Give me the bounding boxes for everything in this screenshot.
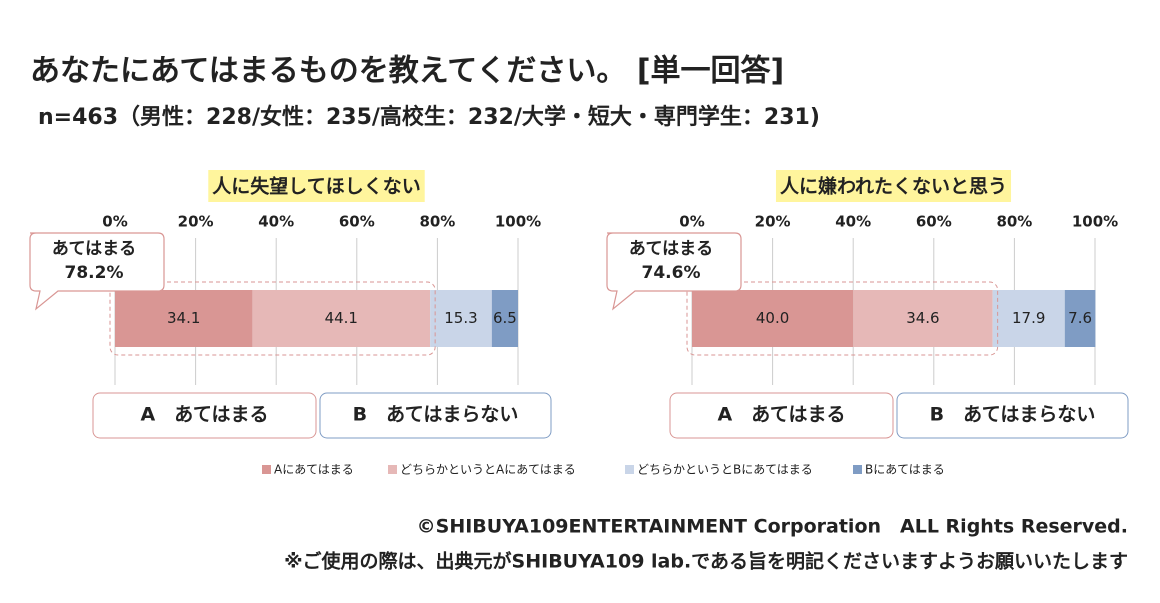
page-subtitle: n=463（男性：228/女性：235/高校生：232/大学・短大・専門学生：2… <box>38 104 820 130</box>
group-label: B あてはまらない <box>353 404 519 426</box>
callout-text: あてはまる <box>629 239 713 259</box>
callout-value: 74.6% <box>642 263 701 283</box>
bar-segment <box>692 290 854 347</box>
x-tick-label: 0% <box>679 213 704 231</box>
legend-label: Bにあてはまる <box>865 463 945 477</box>
data-label: 34.1 <box>167 309 200 327</box>
legend-label: どちらかというとBにあてはまる <box>637 463 813 477</box>
callout-range <box>686 281 999 356</box>
x-tick-label: 60% <box>916 213 952 231</box>
callout-text: あてはまる <box>52 239 136 259</box>
bar-segment <box>853 290 993 347</box>
chart-title: 人に失望してほしくない <box>212 175 420 198</box>
x-tick-label: 100% <box>1072 213 1118 231</box>
data-label: 6.5 <box>493 309 517 327</box>
x-tick-label: 0% <box>102 213 127 231</box>
bar-segment <box>430 290 492 347</box>
page-title: あなたにあてはまるものを教えてください。 [単一回答] <box>30 54 784 89</box>
group-label: A あてはまる <box>141 404 269 426</box>
data-label: 44.1 <box>325 309 358 327</box>
group-box <box>669 392 894 439</box>
data-label: 40.0 <box>756 309 789 327</box>
legend-swatch <box>262 465 271 474</box>
x-tick-label: 80% <box>419 213 455 231</box>
legend-swatch <box>388 465 397 474</box>
callout-box <box>29 232 165 311</box>
legend-label: どちらかというとAにあてはまる <box>400 463 576 477</box>
bar-segment <box>115 290 253 347</box>
callout-range <box>109 281 436 356</box>
data-label: 15.3 <box>444 309 477 327</box>
data-label: 34.6 <box>906 309 939 327</box>
bar-segment <box>1064 290 1096 347</box>
group-box <box>319 392 552 439</box>
x-tick-label: 40% <box>258 213 294 231</box>
chart-title-bg <box>208 170 425 202</box>
legend-label: Aにあてはまる <box>274 463 354 477</box>
data-label: 7.6 <box>1068 309 1092 327</box>
x-tick-label: 60% <box>339 213 375 231</box>
chart-title: 人に嫌われたくないと思う <box>780 175 1007 198</box>
data-label: 17.9 <box>1012 309 1045 327</box>
x-tick-label: 20% <box>755 213 791 231</box>
group-box <box>92 392 317 439</box>
legend-swatch <box>625 465 634 474</box>
legend-swatch <box>853 465 862 474</box>
group-box <box>896 392 1129 439</box>
group-label: A あてはまる <box>718 404 846 426</box>
notice: ※ご使用の際は、出典元がSHIBUYA109 lab.である旨を明記くださいます… <box>284 550 1128 573</box>
bar-segment <box>491 290 518 347</box>
x-tick-label: 100% <box>495 213 541 231</box>
x-tick-label: 80% <box>996 213 1032 231</box>
bar-segment <box>992 290 1065 347</box>
chart-title-bg <box>775 170 1012 202</box>
callout-value: 78.2% <box>65 263 124 283</box>
copyright: ©SHIBUYA109ENTERTAINMENT Corporation ALL… <box>417 516 1128 538</box>
x-tick-label: 20% <box>178 213 214 231</box>
bar-segment <box>252 290 431 347</box>
group-label: B あてはまらない <box>930 404 1096 426</box>
callout-box <box>606 232 742 311</box>
x-tick-label: 40% <box>835 213 871 231</box>
